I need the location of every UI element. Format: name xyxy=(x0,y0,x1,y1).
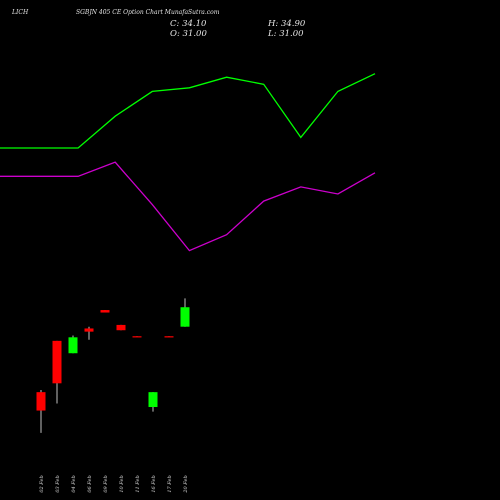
x-tick-label: 09 Feb xyxy=(103,475,109,492)
x-tick-label: 20 Feb xyxy=(183,475,189,493)
candle-body xyxy=(36,392,46,411)
candle-body xyxy=(164,336,174,338)
candle-06-feb xyxy=(84,326,94,340)
candle-10-feb xyxy=(116,324,126,331)
x-tick-label: 10 Feb xyxy=(119,475,125,492)
candle-body xyxy=(180,307,190,327)
chart-symbol: LICH xyxy=(12,9,29,16)
candle-body xyxy=(100,310,110,313)
high-price-label: H: 34.90 xyxy=(268,19,306,29)
candle-02-feb xyxy=(36,390,46,433)
candle-body xyxy=(52,340,62,384)
candle-16-feb xyxy=(148,392,158,412)
candle-11-feb xyxy=(132,336,142,338)
candle-body xyxy=(148,392,158,408)
close-price-label: C: 34.10 xyxy=(170,19,207,29)
x-tick-label: 04 Feb xyxy=(71,475,77,492)
x-tick-label: 17 Feb xyxy=(167,475,173,492)
x-tick-label: 16 Feb xyxy=(151,475,157,492)
candle-body xyxy=(84,328,94,332)
chart-subtitle: SGBJN 405 CE Option Chart MunafaSutra.co… xyxy=(76,9,220,16)
x-axis-labels: 02 Feb 03 Feb 04 Feb 06 Feb 09 Feb 10 Feb 11 F… xyxy=(39,475,189,493)
candle-09-feb xyxy=(100,310,110,313)
candle-20-feb xyxy=(180,298,190,327)
candle-17-feb xyxy=(164,336,174,338)
indicator-line-1 xyxy=(0,73,376,149)
open-price-label: O: 31.00 xyxy=(170,29,207,39)
candle-body xyxy=(132,336,142,338)
candle-04-feb xyxy=(68,335,78,354)
x-tick-label: 03 Feb xyxy=(55,475,61,492)
candle-03-feb xyxy=(52,340,62,404)
x-tick-label: 06 Feb xyxy=(87,475,93,492)
candle-body xyxy=(116,324,126,331)
candle-body xyxy=(68,337,78,354)
indicator-line-2 xyxy=(0,161,376,252)
moving-average-lines xyxy=(0,73,376,252)
x-tick-label: 11 Feb xyxy=(135,475,141,492)
candles xyxy=(36,298,190,433)
x-tick-label: 02 Feb xyxy=(39,475,45,492)
low-price-label: L: 31.00 xyxy=(268,29,304,39)
